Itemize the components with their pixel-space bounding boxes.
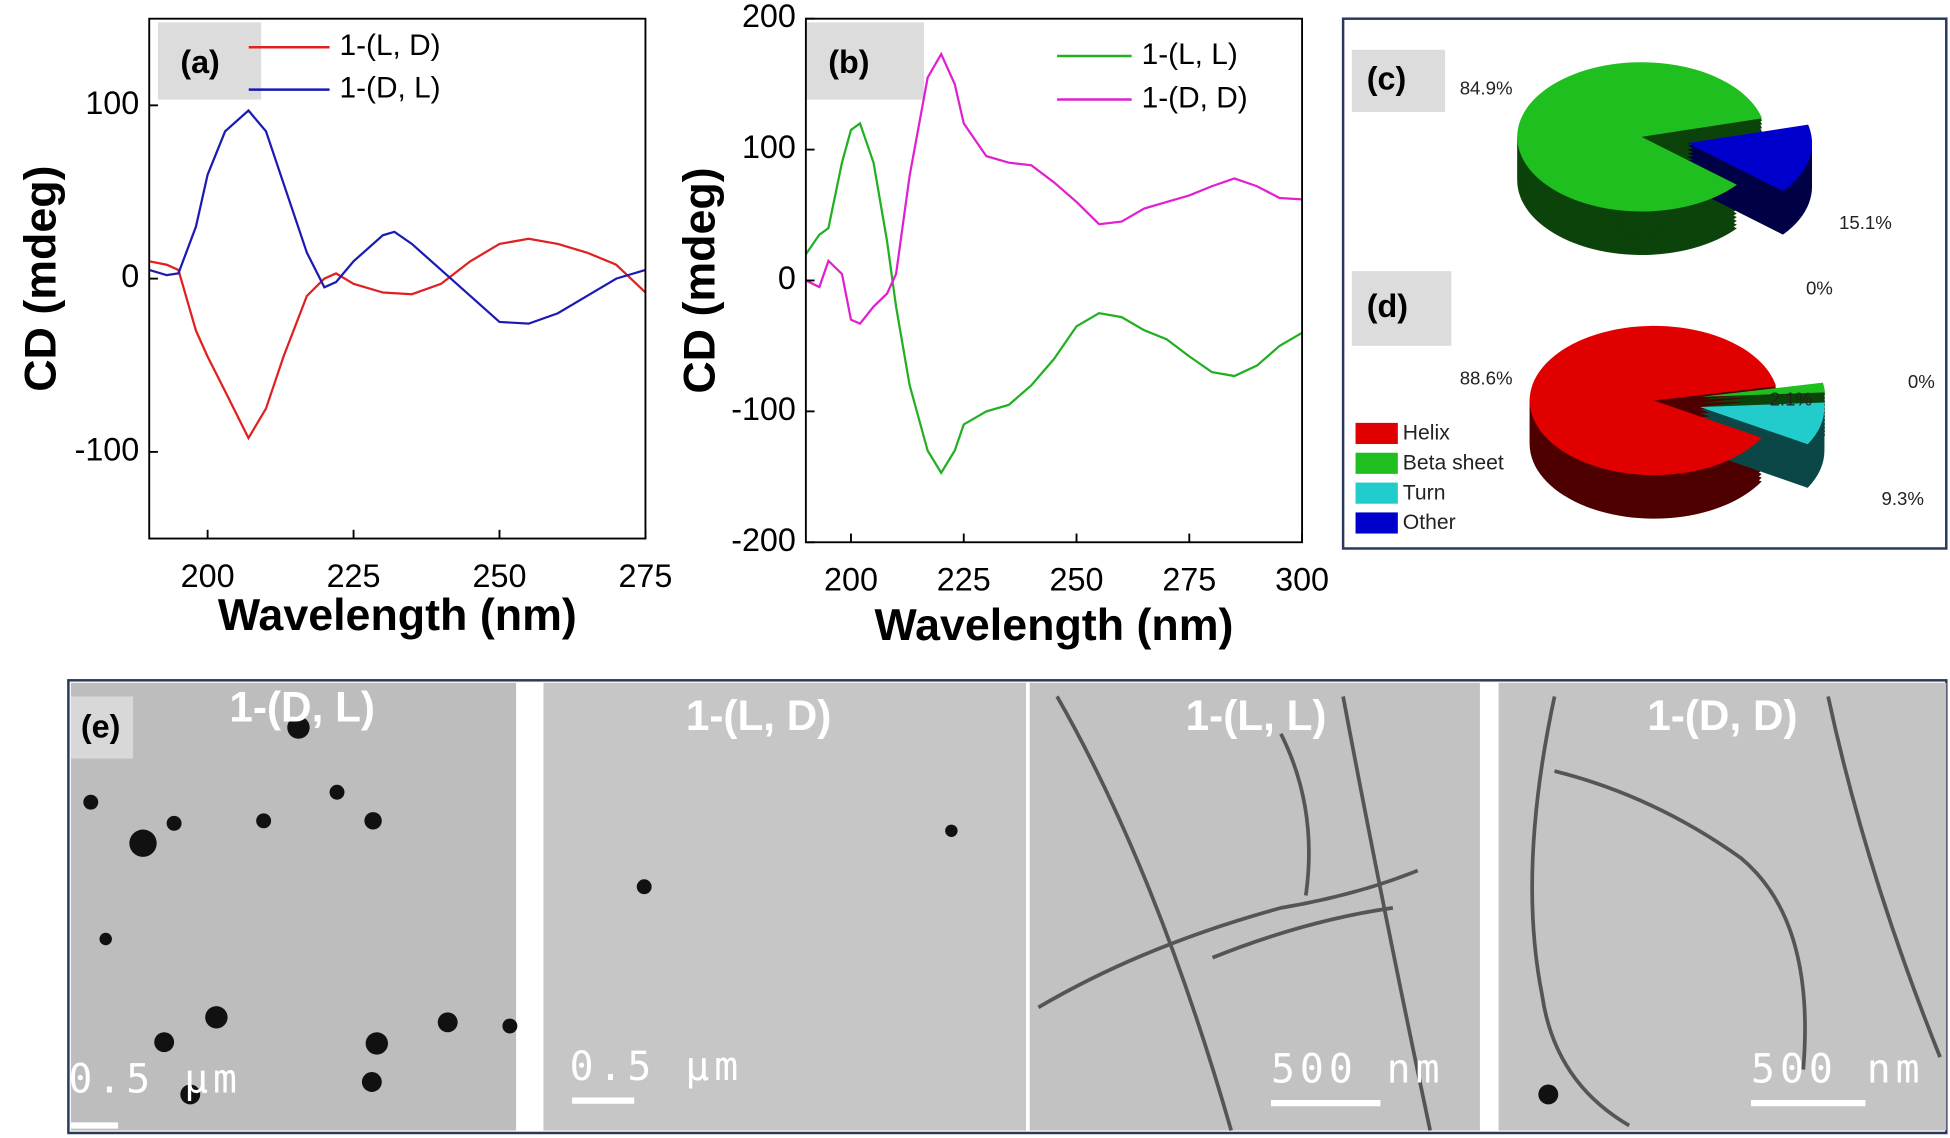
image-title: 1-(L, L): [1186, 692, 1327, 739]
data-line: [149, 237, 647, 441]
y-tick-label: 200: [742, 0, 796, 34]
scale-bar-label: 0.5 µm: [570, 1044, 744, 1090]
x-tick-label: 200: [181, 558, 235, 594]
y-tick-label: 0: [778, 260, 796, 296]
micrograph: [1029, 682, 1480, 1131]
legend-label: 1-(D, L): [340, 71, 441, 104]
data-line: [805, 51, 1303, 326]
x-tick-label: 275: [1162, 562, 1216, 598]
micrograph-panel: (e) 1-(D, L) 1-(L, D) 1-(L, L) 1-(D, D) …: [67, 679, 1948, 1135]
legend-swatch: [1355, 452, 1398, 474]
y-tick-label: 100: [85, 85, 139, 121]
label-box: [1351, 49, 1446, 112]
scale-bar-label: 500 nm: [1271, 1047, 1445, 1093]
scale-bars: [70, 1097, 1866, 1129]
pie-value-label: 2.1%: [1770, 388, 1812, 409]
x-tick-label: 300: [1275, 562, 1329, 598]
x-axis-title: Wavelength (nm): [874, 600, 1233, 650]
label-box: [805, 22, 925, 100]
y-tick-label: 0: [121, 258, 139, 294]
x-tick-label: 200: [824, 562, 878, 598]
legend-label: Turn: [1403, 481, 1446, 504]
label-box: [1351, 271, 1452, 346]
data-line: [148, 108, 646, 325]
x-tick-label: 225: [327, 558, 381, 594]
scale-bar-label: 500 nm: [1751, 1047, 1925, 1093]
x-tick-label: 225: [937, 562, 991, 598]
data-line: [804, 121, 1303, 476]
y-tick-label: 100: [742, 129, 796, 165]
legend-swatch: [1355, 512, 1398, 534]
x-tick-label: 250: [1050, 562, 1104, 598]
pie-slice: [1700, 382, 1826, 397]
pie-value-label: 84.9%: [1460, 78, 1513, 99]
image-title: 1-(D, D): [1647, 692, 1797, 739]
y-tick-label: -100: [731, 391, 796, 427]
panel-label: (c): [1367, 60, 1407, 96]
fibers: [1037, 695, 1942, 1132]
legend-label: 1-(D, D): [1142, 81, 1248, 114]
legend-swatch: [1355, 422, 1398, 445]
label-box: [157, 22, 262, 100]
legend-label: 1-(L, L): [1142, 38, 1238, 71]
image-title: 1-(D, L): [229, 683, 375, 730]
x-tick-label: 275: [618, 558, 672, 594]
panel-label: (a): [180, 44, 220, 80]
y-tick-label: -100: [75, 431, 140, 467]
pie-value-label: 88.6%: [1460, 367, 1513, 388]
panel-label: (e): [81, 708, 121, 744]
legend-label: Beta sheet: [1403, 451, 1504, 474]
y-axis-title: CD (mdeg): [15, 165, 65, 391]
x-axis-title: Wavelength (nm): [218, 590, 577, 640]
pie-slice: [1687, 124, 1813, 192]
legend-label: Helix: [1403, 422, 1450, 445]
micrograph: [543, 682, 1026, 1131]
pie-value-label: 0%: [1806, 278, 1833, 299]
micrograph: [70, 682, 517, 1131]
image-title: 1-(L, D): [686, 692, 832, 739]
x-tick-label: 250: [473, 558, 527, 594]
particles: [83, 716, 1559, 1105]
y-axis-title: CD (mdeg): [674, 167, 724, 393]
y-tick-label: -200: [731, 522, 796, 558]
pie-value-label: 15.1%: [1839, 212, 1892, 233]
pie-slice: [1529, 325, 1777, 476]
pie-panel-frame: [1341, 17, 1948, 550]
legend-label: Other: [1403, 511, 1456, 534]
pie-slice: [1517, 62, 1763, 212]
legend-label: 1-(L, D): [340, 29, 441, 62]
legend-swatch: [1355, 482, 1398, 504]
panel-label: (d): [1367, 288, 1408, 324]
panel-label: (b): [828, 44, 869, 80]
scale-bar-label: 0.5 µm: [68, 1056, 242, 1102]
pie-value-label: 9.3%: [1881, 488, 1923, 509]
micrograph: [1498, 682, 1947, 1131]
pie-value-label: 0%: [1908, 371, 1935, 392]
label-box: [70, 696, 134, 759]
pie-slice: [1700, 402, 1825, 445]
